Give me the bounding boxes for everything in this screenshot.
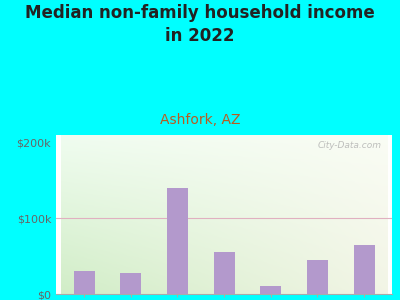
Bar — [214, 252, 234, 294]
Text: City-Data.com: City-Data.com — [318, 141, 382, 150]
Bar — [260, 286, 281, 294]
Bar — [74, 271, 94, 294]
Bar — [354, 245, 374, 294]
Text: Ashfork, AZ: Ashfork, AZ — [160, 112, 240, 127]
Text: Median non-family household income
in 2022: Median non-family household income in 20… — [25, 4, 375, 45]
Bar — [307, 260, 328, 294]
Bar — [167, 188, 188, 294]
Bar — [120, 273, 141, 294]
